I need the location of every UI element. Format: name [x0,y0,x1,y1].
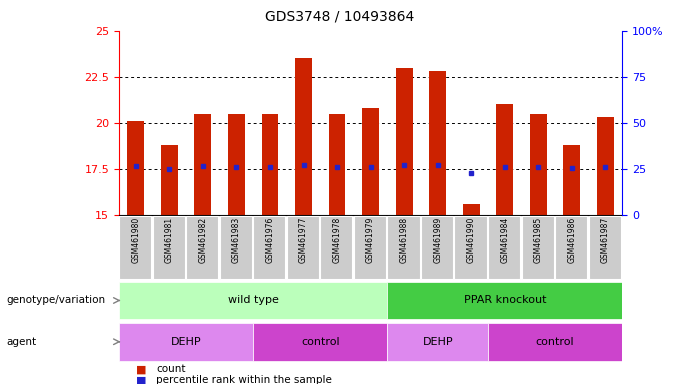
FancyBboxPatch shape [555,216,588,279]
FancyBboxPatch shape [522,216,554,279]
Text: PPAR knockout: PPAR knockout [464,295,546,306]
Text: ■: ■ [136,364,146,374]
Bar [127,121,144,215]
FancyBboxPatch shape [220,216,252,279]
Bar [463,204,479,215]
FancyBboxPatch shape [253,216,286,279]
Bar [362,108,379,215]
FancyBboxPatch shape [421,216,453,279]
Bar [530,114,547,215]
FancyBboxPatch shape [186,216,218,279]
Text: GSM461979: GSM461979 [366,217,375,263]
Text: count: count [156,364,186,374]
Text: GSM461990: GSM461990 [466,217,476,263]
Text: GSM461982: GSM461982 [199,217,207,263]
Text: GSM461987: GSM461987 [601,217,610,263]
Text: DEHP: DEHP [171,337,201,347]
Text: GSM461980: GSM461980 [131,217,140,263]
Text: ■: ■ [136,375,146,384]
Bar [161,145,177,215]
FancyBboxPatch shape [152,216,185,279]
FancyBboxPatch shape [454,216,487,279]
FancyBboxPatch shape [119,282,388,319]
FancyBboxPatch shape [253,323,388,361]
Bar [328,114,345,215]
FancyBboxPatch shape [320,216,352,279]
FancyBboxPatch shape [354,216,386,279]
Bar [429,71,446,215]
Text: control: control [536,337,575,347]
Bar [262,114,278,215]
FancyBboxPatch shape [388,282,622,319]
Bar [564,145,580,215]
Text: GSM461983: GSM461983 [232,217,241,263]
Text: GSM461981: GSM461981 [165,217,174,263]
Text: GSM461989: GSM461989 [433,217,442,263]
Text: GDS3748 / 10493864: GDS3748 / 10493864 [265,10,415,23]
FancyBboxPatch shape [119,323,253,361]
Text: GSM461977: GSM461977 [299,217,308,263]
FancyBboxPatch shape [287,216,319,279]
Text: percentile rank within the sample: percentile rank within the sample [156,375,333,384]
Text: DEHP: DEHP [422,337,453,347]
Text: wild type: wild type [228,295,279,306]
Bar [228,114,245,215]
Text: GSM461986: GSM461986 [567,217,577,263]
Text: GSM461978: GSM461978 [333,217,341,263]
Text: genotype/variation: genotype/variation [7,295,106,306]
FancyBboxPatch shape [388,323,488,361]
Text: agent: agent [7,337,37,347]
Text: GSM461988: GSM461988 [400,217,409,263]
Text: GSM461976: GSM461976 [265,217,275,263]
Bar [295,58,312,215]
FancyBboxPatch shape [388,216,420,279]
FancyBboxPatch shape [488,216,520,279]
Bar [496,104,513,215]
Text: control: control [301,337,339,347]
FancyBboxPatch shape [119,216,151,279]
Bar [396,68,413,215]
Bar [597,118,614,215]
Text: GSM461984: GSM461984 [500,217,509,263]
Bar [194,114,211,215]
FancyBboxPatch shape [488,323,622,361]
FancyBboxPatch shape [589,216,621,279]
Text: GSM461985: GSM461985 [534,217,543,263]
